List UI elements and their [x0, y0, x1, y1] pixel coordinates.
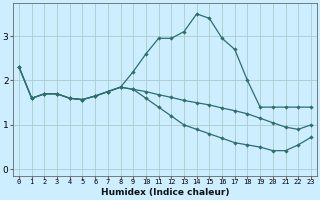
X-axis label: Humidex (Indice chaleur): Humidex (Indice chaleur)	[101, 188, 229, 197]
